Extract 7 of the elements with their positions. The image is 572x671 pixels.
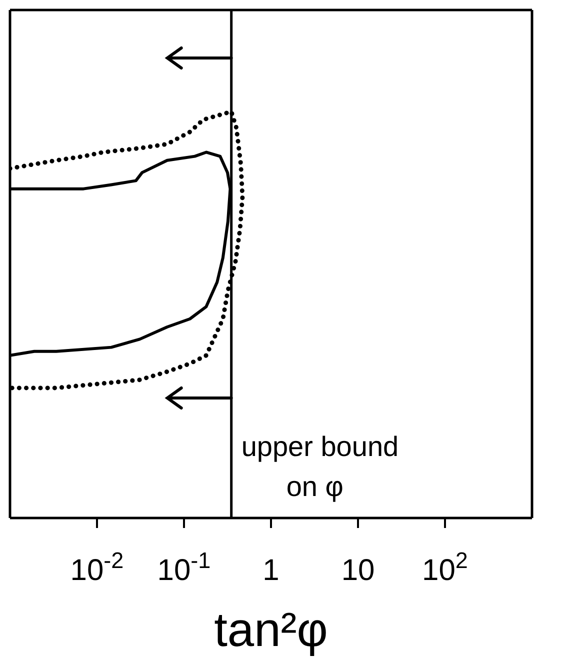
x-tick-label: 1	[262, 554, 280, 587]
x-tick-label: 10$^{-2}$	[70, 548, 124, 587]
ref-line-label: upper bound on φ	[241, 431, 399, 502]
x-tick-label: 10$^{2}$	[422, 548, 468, 587]
x-axis-title: tan²φ	[214, 604, 328, 657]
x-tick-label: 10	[341, 554, 375, 587]
x-tick-label: 10$^{-1}$	[157, 548, 211, 587]
